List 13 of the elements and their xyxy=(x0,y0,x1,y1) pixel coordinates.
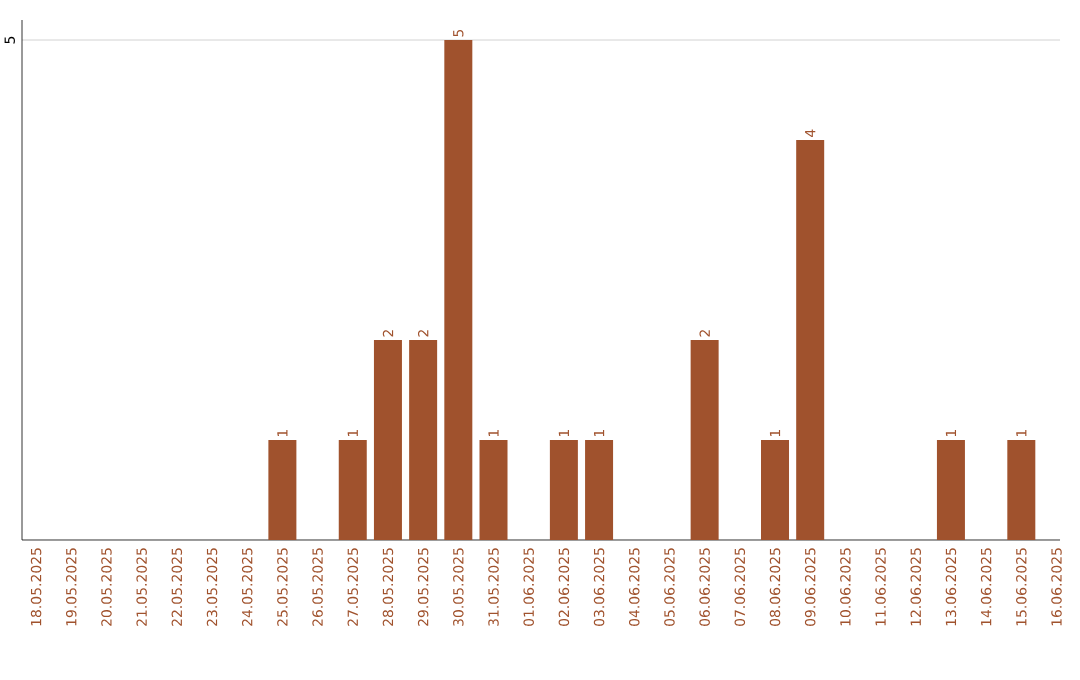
bar xyxy=(761,440,790,540)
bar xyxy=(936,440,965,540)
bar xyxy=(549,440,578,540)
bar xyxy=(690,340,719,540)
bar xyxy=(444,40,473,540)
bar xyxy=(268,440,297,540)
bar xyxy=(796,140,825,540)
bar xyxy=(409,340,438,540)
bar xyxy=(1007,440,1036,540)
bar xyxy=(479,440,508,540)
bar xyxy=(585,440,614,540)
bar xyxy=(338,440,367,540)
bar xyxy=(373,340,402,540)
